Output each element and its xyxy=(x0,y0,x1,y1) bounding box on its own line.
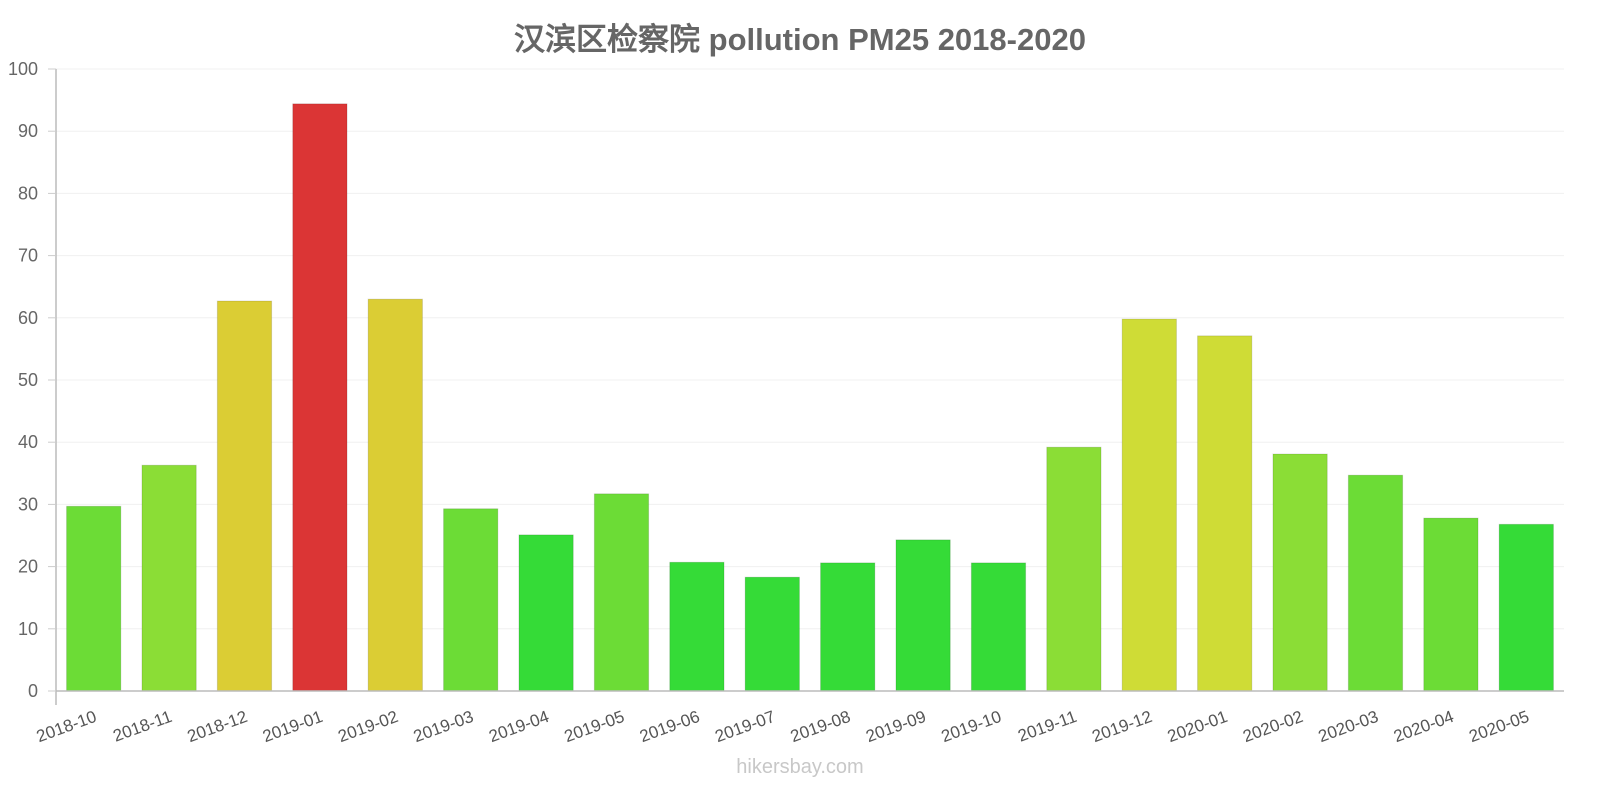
x-tick-label: 2019-10 xyxy=(939,707,1004,746)
y-tick-label: 20 xyxy=(18,557,38,577)
bar-2020-02[interactable] xyxy=(1272,453,1328,692)
watermark: hikersbay.com xyxy=(736,756,864,778)
bar-2020-04[interactable] xyxy=(1423,517,1479,692)
x-tick-label: 2019-08 xyxy=(788,707,853,746)
y-tick-label: 80 xyxy=(18,183,38,203)
gridlines xyxy=(56,68,1564,630)
x-axis-ticks: 2018-10 2018-11 2018-12 2019-01 2019-02 2019-… xyxy=(34,707,1532,746)
x-tick-label: 2018-10 xyxy=(34,707,99,746)
bar-2020-03[interactable] xyxy=(1347,474,1404,692)
x-tick-label: 2019-03 xyxy=(411,707,476,746)
bar-2019-10[interactable] xyxy=(970,562,1027,692)
y-tick-label: 90 xyxy=(18,121,38,141)
bar-2018-11[interactable] xyxy=(141,464,197,692)
y-tick-label: 70 xyxy=(18,246,38,266)
bars xyxy=(66,103,1554,692)
x-tick-label: 2020-04 xyxy=(1391,707,1456,746)
bar-2019-01[interactable] xyxy=(292,103,348,692)
y-tick-label: 100 xyxy=(8,59,38,79)
x-tick-label: 2019-01 xyxy=(260,707,325,746)
x-tick-label: 2020-03 xyxy=(1316,707,1381,746)
bar-2019-03[interactable] xyxy=(443,508,499,692)
x-tick-label: 2019-12 xyxy=(1090,707,1155,746)
bar-2019-04[interactable] xyxy=(518,534,574,692)
bar-2019-05[interactable] xyxy=(593,493,650,692)
bar-2020-05[interactable] xyxy=(1498,523,1554,692)
bar-2019-12[interactable] xyxy=(1121,318,1177,692)
bar-2019-02[interactable] xyxy=(367,298,423,692)
bar-2020-01[interactable] xyxy=(1197,335,1253,692)
x-tick-label: 2019-07 xyxy=(713,707,778,746)
y-tick-label: 30 xyxy=(18,494,38,514)
x-tick-label: 2018-11 xyxy=(111,707,175,746)
y-tick-label: 60 xyxy=(18,308,38,328)
x-tick-label: 2019-06 xyxy=(637,707,702,746)
x-tick-label: 2020-05 xyxy=(1467,707,1532,746)
x-tick-label: 2019-04 xyxy=(486,707,551,746)
x-tick-label: 2020-02 xyxy=(1240,707,1305,746)
y-tick-label: 40 xyxy=(18,432,38,452)
axes xyxy=(55,69,1564,705)
y-axis-ticks: 0 10 20 30 40 50 60 70 80 90 100 xyxy=(8,59,56,701)
bar-2019-08[interactable] xyxy=(820,562,876,692)
chart-title: 汉滨区检察院 pollution PM25 2018-2020 xyxy=(514,22,1086,57)
bar-2019-09[interactable] xyxy=(895,539,951,692)
x-tick-label: 2019-05 xyxy=(562,707,627,746)
x-tick-label: 2020-01 xyxy=(1165,707,1230,746)
y-tick-label: 0 xyxy=(28,681,38,701)
y-tick-label: 50 xyxy=(18,370,38,390)
y-tick-label: 10 xyxy=(18,619,38,639)
x-tick-label: 2018-12 xyxy=(185,707,250,746)
bar-2019-07[interactable] xyxy=(744,576,800,692)
bar-2019-06[interactable] xyxy=(669,561,725,692)
bar-2019-11[interactable] xyxy=(1046,446,1102,692)
x-tick-label: 2019-02 xyxy=(336,707,401,746)
bar-2018-10[interactable] xyxy=(66,505,122,692)
x-tick-label: 2019-11 xyxy=(1015,707,1079,746)
bar-2018-12[interactable] xyxy=(216,300,273,692)
x-tick-label: 2019-09 xyxy=(863,707,928,746)
